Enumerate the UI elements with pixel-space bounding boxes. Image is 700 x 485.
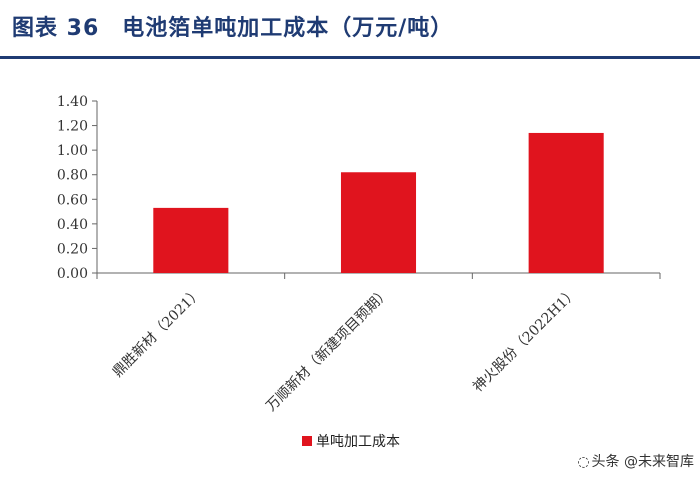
legend-swatch xyxy=(302,436,312,446)
watermark-text: 头条 @未来智库 xyxy=(591,454,694,470)
y-axis: 0.00 0.20 0.40 0.60 0.80 1.00 1.20 1.40 xyxy=(57,94,98,282)
title-divider xyxy=(0,56,700,59)
x-axis xyxy=(96,272,661,279)
category-label: 鼎胜新材（2021） xyxy=(110,285,206,381)
watermark: ◌ 头条 @未来智库 xyxy=(577,451,694,471)
bars xyxy=(153,132,604,273)
legend: 单吨加工成本 xyxy=(302,434,400,450)
y-tick-label: 0.20 xyxy=(57,241,88,257)
y-tick-label: 0.00 xyxy=(57,266,88,282)
y-tick-label: 0.60 xyxy=(57,192,88,208)
category-label: 万顺新材（新建项目预期） xyxy=(263,285,393,415)
y-tick-label: 0.40 xyxy=(57,217,88,233)
wechat-icon: ◌ xyxy=(577,454,590,470)
y-tick-label: 0.80 xyxy=(57,168,88,184)
y-tick-label: 1.20 xyxy=(57,119,88,135)
category-labels: 鼎胜新材（2021） 万顺新材（新建项目预期） 神火股份（2022H1） xyxy=(110,285,581,415)
bar xyxy=(153,207,229,273)
y-tick-label: 1.40 xyxy=(57,94,88,110)
bar xyxy=(340,172,417,273)
legend-label: 单吨加工成本 xyxy=(316,434,400,450)
y-tick-label: 1.00 xyxy=(57,143,88,159)
chart-title: 图表 36 电池箔单吨加工成本（万元/吨） xyxy=(12,16,454,41)
category-label: 神火股份（2022H1） xyxy=(470,285,581,396)
bar xyxy=(528,132,604,273)
